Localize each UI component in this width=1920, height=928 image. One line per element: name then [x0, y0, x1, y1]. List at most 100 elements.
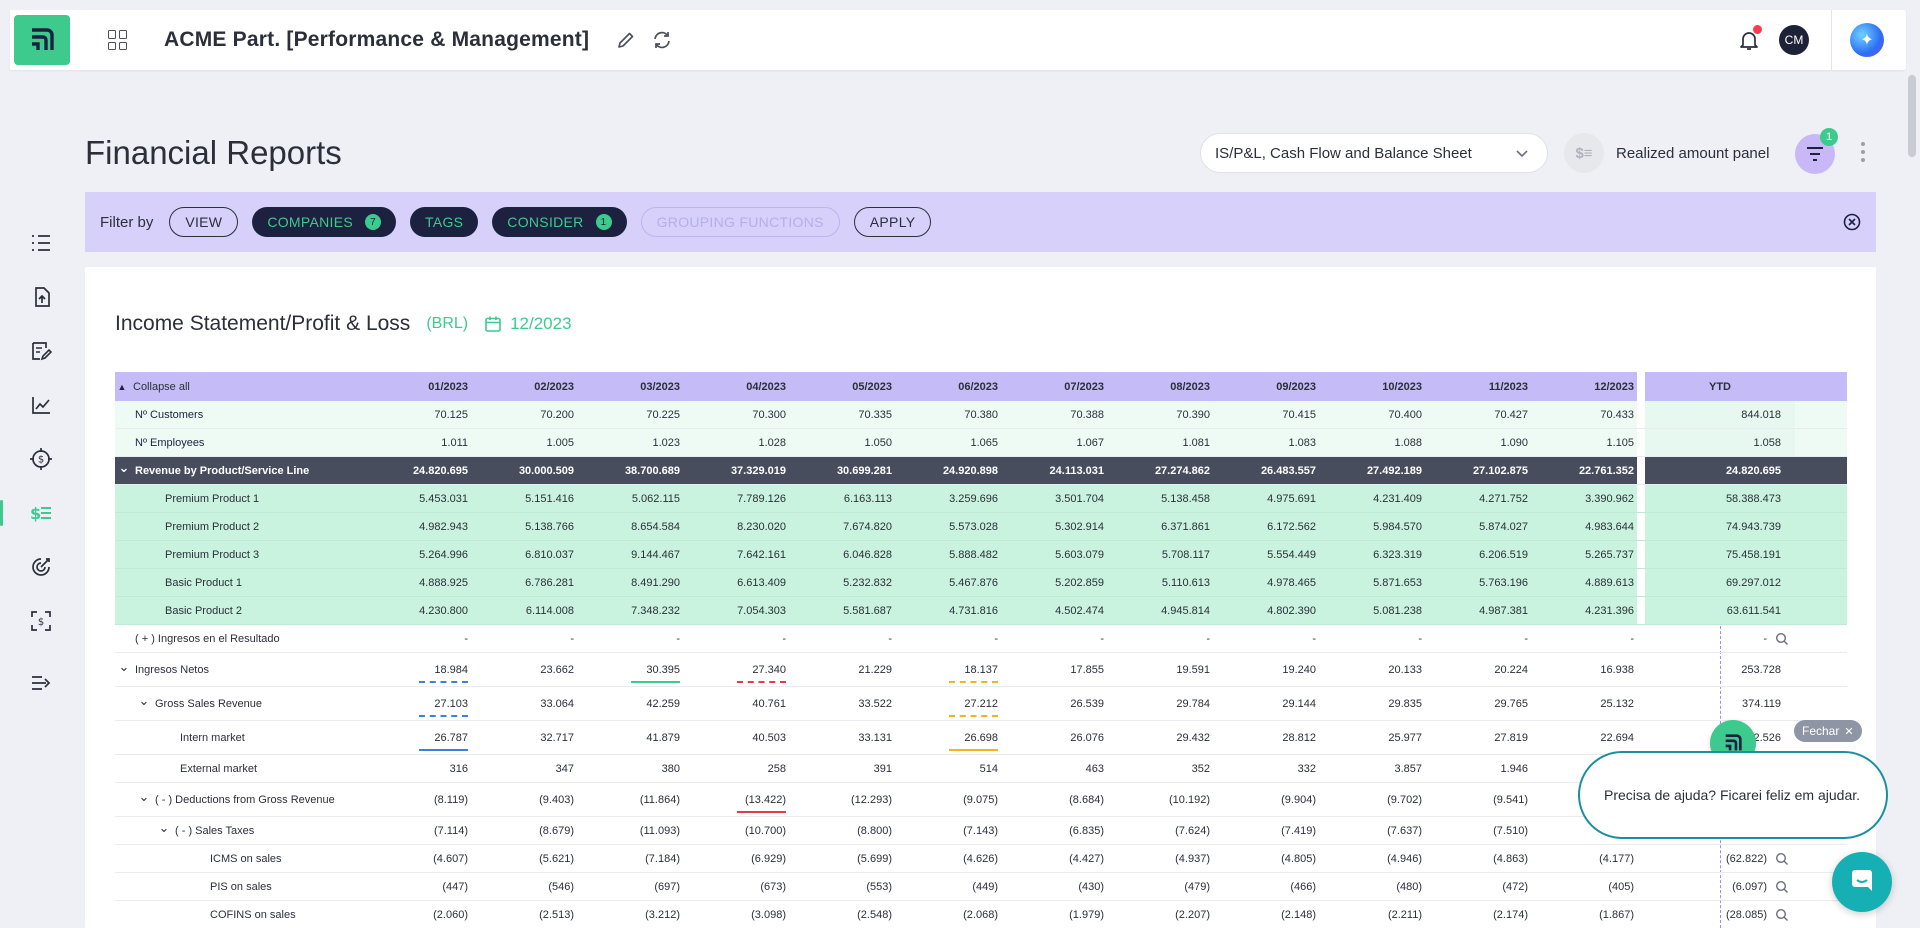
value-cell[interactable]: 70.427 [1494, 408, 1528, 421]
value-cell[interactable]: 70.400 [1388, 408, 1422, 421]
value-cell[interactable]: (4.805) [1281, 852, 1316, 865]
value-cell[interactable]: (9.541) [1493, 793, 1528, 806]
chevron-down-icon[interactable]: ⌄ [138, 692, 150, 708]
row-label[interactable]: ⌄ Revenue by Product/Service Line [115, 461, 365, 477]
value-cell[interactable]: (472) [1502, 880, 1528, 893]
table-row[interactable]: ⌄ Ingresos Netos 18.984 23.662 30.395 27.340 2… [115, 653, 1847, 687]
value-cell[interactable]: 70.125 [434, 408, 468, 421]
value-cell[interactable]: 5.871.653 [1373, 576, 1422, 589]
value-cell[interactable]: 32.717 [540, 731, 574, 744]
value-cell[interactable]: 70.433 [1600, 408, 1634, 421]
sidebar-goals-icon[interactable] [28, 554, 54, 580]
row-label[interactable]: ⌄ ( - ) Deductions from Gross Revenue [115, 790, 365, 806]
value-cell[interactable]: (2.060) [433, 908, 468, 921]
sidebar-report-edit-icon[interactable] [28, 338, 54, 364]
value-cell[interactable]: 70.415 [1282, 408, 1316, 421]
value-cell[interactable]: 5.265.737 [1585, 548, 1634, 561]
value-cell[interactable]: 26.539 [1070, 697, 1104, 710]
value-cell[interactable]: 514 [979, 762, 998, 775]
value-cell[interactable]: - [1312, 632, 1316, 645]
value-cell[interactable]: 70.300 [752, 408, 786, 421]
value-cell[interactable]: (8.679) [539, 824, 574, 837]
value-cell[interactable]: (2.148) [1281, 908, 1316, 921]
value-cell[interactable]: 5.264.996 [419, 548, 468, 561]
value-cell[interactable]: 42.259 [646, 697, 680, 710]
value-cell[interactable]: 1.083 [1288, 436, 1316, 449]
value-cell[interactable]: - [1100, 632, 1104, 645]
value-cell[interactable]: 316 [449, 762, 468, 775]
value-cell[interactable]: 24.820.695 [412, 464, 468, 477]
sidebar-financial-reports-icon[interactable]: $ [28, 500, 54, 526]
ytd-cell[interactable]: 24.820.695 [1645, 457, 1795, 484]
table-row[interactable]: Nº Customers 70.125 70.200 70.225 70.300 70.3… [115, 401, 1847, 429]
table-row[interactable]: ⌄ Gross Sales Revenue 27.103 33.064 42.259 40… [115, 687, 1847, 721]
refresh-icon[interactable] [651, 29, 673, 51]
value-cell[interactable]: (5.621) [539, 852, 574, 865]
value-cell[interactable]: 4.889.613 [1585, 576, 1634, 589]
value-cell[interactable]: (405) [1608, 880, 1634, 893]
value-cell[interactable]: 70.335 [858, 408, 892, 421]
value-cell[interactable]: 7.642.161 [737, 548, 786, 561]
value-cell[interactable]: 1.005 [546, 436, 574, 449]
value-cell[interactable]: 6.172.562 [1267, 520, 1316, 533]
value-cell[interactable]: (8.119) [433, 793, 468, 806]
value-cell[interactable]: 4.502.474 [1055, 604, 1104, 617]
table-row[interactable]: Premium Product 2 4.982.943 5.138.766 8.654… [115, 513, 1847, 541]
search-detail-icon[interactable] [1775, 880, 1789, 894]
value-cell[interactable]: (2.548) [857, 908, 892, 921]
ai-assistant-sparkle-icon[interactable]: ✦ [1850, 23, 1884, 57]
value-cell[interactable]: (449) [972, 880, 998, 893]
ytd-cell[interactable]: 75.458.191 [1645, 541, 1795, 568]
value-cell[interactable]: 40.503 [752, 731, 786, 744]
value-cell[interactable]: (4.607) [433, 852, 468, 865]
value-cell[interactable]: 6.206.519 [1479, 548, 1528, 561]
value-cell[interactable]: 6.163.113 [843, 492, 892, 505]
search-detail-icon[interactable] [1775, 632, 1789, 646]
table-row[interactable]: COFINS on sales (2.060) (2.513) (3.212) (3.0… [115, 901, 1847, 928]
value-cell[interactable]: 24.920.898 [942, 464, 998, 477]
value-cell[interactable]: 1.946 [1500, 762, 1528, 775]
value-cell[interactable]: 22.694 [1600, 731, 1634, 744]
value-cell[interactable]: (2.207) [1175, 908, 1210, 921]
value-cell[interactable]: 8.491.290 [631, 576, 680, 589]
close-filter-icon[interactable] [1842, 212, 1862, 232]
value-cell[interactable]: 41.879 [646, 731, 680, 744]
value-cell[interactable]: (7.637) [1387, 824, 1422, 837]
value-cell[interactable]: (12.293) [851, 793, 892, 806]
value-cell[interactable]: (9.702) [1387, 793, 1422, 806]
value-cell[interactable]: 4.230.800 [419, 604, 468, 617]
value-cell[interactable]: 4.802.390 [1267, 604, 1316, 617]
value-cell[interactable]: 21.229 [858, 663, 892, 676]
value-cell[interactable]: (466) [1290, 880, 1316, 893]
value-cell[interactable]: (2.068) [963, 908, 998, 921]
value-cell[interactable]: 27.819 [1494, 731, 1528, 744]
value-cell[interactable]: 29.835 [1388, 697, 1422, 710]
ytd-cell[interactable]: (28.085) [1645, 901, 1795, 928]
value-cell[interactable]: (10.700) [745, 824, 786, 837]
value-cell[interactable]: (4.937) [1175, 852, 1210, 865]
value-cell[interactable]: 352 [1191, 762, 1210, 775]
value-cell[interactable]: - [1524, 632, 1528, 645]
ytd-cell[interactable]: 1.058 [1645, 429, 1795, 456]
value-cell[interactable]: 29.432 [1176, 731, 1210, 744]
value-cell[interactable]: - [888, 632, 892, 645]
value-cell[interactable]: 27.492.189 [1366, 464, 1422, 477]
search-detail-icon[interactable] [1775, 908, 1789, 922]
value-cell[interactable]: (8.800) [857, 824, 892, 837]
value-cell[interactable]: (7.143) [963, 824, 998, 837]
value-cell[interactable]: 6.371.861 [1161, 520, 1210, 533]
value-cell[interactable]: 3.501.704 [1055, 492, 1104, 505]
value-cell[interactable]: 27.102.875 [1472, 464, 1528, 477]
ytd-cell[interactable]: 844.018 [1645, 401, 1795, 428]
consider-filter-chip[interactable]: CONSIDER 1 [492, 207, 627, 237]
value-cell[interactable]: (697) [654, 880, 680, 893]
value-cell[interactable]: 29.144 [1282, 697, 1316, 710]
value-cell[interactable]: 70.390 [1176, 408, 1210, 421]
chevron-down-icon[interactable]: ⌄ [118, 658, 130, 674]
chat-launcher-button[interactable] [1832, 852, 1892, 912]
value-cell[interactable]: 4.271.752 [1479, 492, 1528, 505]
value-cell[interactable]: 1.065 [970, 436, 998, 449]
value-cell[interactable]: - [676, 632, 680, 645]
value-cell[interactable]: (3.098) [751, 908, 786, 921]
value-cell[interactable]: 26.787 [365, 732, 471, 751]
